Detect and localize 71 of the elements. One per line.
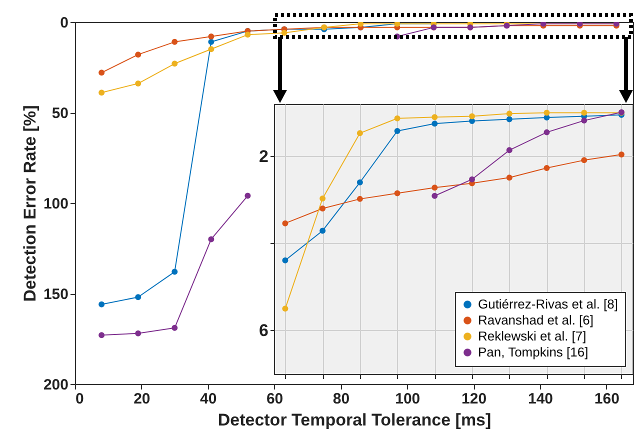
point [320, 228, 326, 234]
point [581, 157, 588, 164]
point [172, 324, 178, 331]
point [98, 332, 105, 338]
point [172, 38, 178, 45]
point [282, 220, 289, 226]
point [357, 196, 364, 202]
x-tick-label: 60 [266, 390, 284, 408]
y-tick-label: 2 [259, 146, 269, 166]
point [469, 176, 476, 182]
point [469, 113, 476, 120]
point [394, 190, 401, 196]
x-tick-label: 160 [594, 390, 620, 408]
y-tick-label: 100 [43, 196, 68, 212]
y-tick-label: 50 [52, 105, 68, 122]
x-tick-label: 0 [76, 390, 84, 408]
point [282, 257, 289, 264]
point [544, 129, 550, 136]
point [320, 206, 326, 212]
point [394, 128, 401, 134]
point [244, 192, 251, 199]
x-tick-label: 20 [134, 390, 150, 408]
point [282, 306, 289, 312]
point [208, 236, 214, 242]
point [320, 196, 326, 202]
x-tick-label: 40 [200, 390, 217, 408]
point [135, 80, 142, 87]
x-tick-label: 120 [462, 390, 487, 408]
point [581, 118, 588, 124]
point [432, 184, 438, 191]
point [581, 110, 588, 116]
point [208, 38, 214, 45]
point [432, 192, 438, 199]
legend-label: Ravanshad et al. [6] [478, 312, 594, 328]
x-tick-label: 80 [332, 390, 350, 408]
point [135, 294, 142, 300]
y-tick-label: 0 [60, 14, 68, 32]
point [172, 60, 178, 67]
x-tick-label: 140 [528, 390, 554, 408]
point [98, 301, 105, 308]
x-tick-label: 100 [395, 390, 420, 408]
point [394, 115, 401, 122]
point [208, 46, 214, 52]
point [506, 147, 513, 154]
point [506, 174, 513, 181]
legend-label: Pan, Tompkins [16] [478, 344, 588, 360]
point [244, 32, 251, 38]
point [135, 330, 142, 336]
point [618, 152, 625, 158]
y-tick-label: 150 [43, 286, 68, 303]
point [432, 120, 438, 127]
x-axis-title: Detector Temporal Tolerance [ms] [218, 410, 492, 430]
point [208, 33, 214, 40]
point [358, 22, 364, 27]
point [544, 165, 550, 172]
point [281, 30, 288, 36]
point [432, 114, 438, 120]
point [98, 90, 105, 96]
point [506, 110, 513, 117]
y-axis-title: Detection Error Rate [%] [20, 105, 40, 302]
point [357, 179, 364, 186]
legend-label: Gutiérrez-Rivas et al. [8] [478, 296, 618, 312]
point [135, 52, 142, 58]
y-tick-label: 6 [259, 320, 269, 340]
point [357, 130, 364, 136]
point [544, 110, 550, 116]
point [172, 268, 178, 275]
y-tick-label: 200 [43, 376, 68, 394]
point [98, 70, 105, 76]
point [506, 116, 513, 122]
legend-label: Reklewski et al. [7] [478, 328, 587, 344]
